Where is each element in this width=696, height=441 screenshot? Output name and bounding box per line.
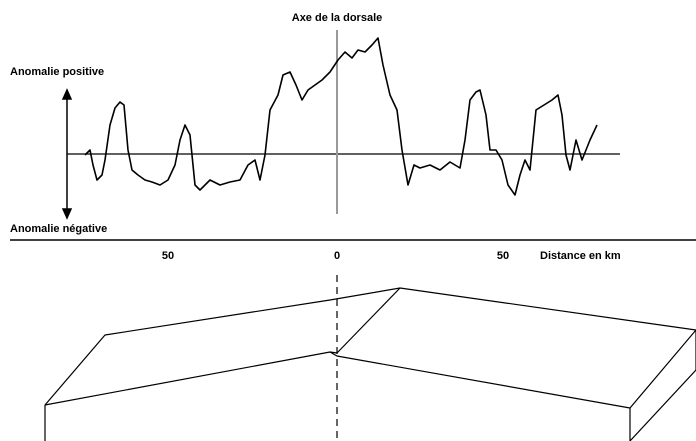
block-diagram [45, 288, 696, 441]
anomaly-profile [85, 38, 597, 195]
axis-label: Distance en km [540, 250, 621, 262]
positive-label: Anomalie positive [10, 66, 104, 78]
tick-label: 0 [334, 250, 340, 262]
tick-label: 50 [162, 250, 174, 262]
figure: Axe de la dorsale Anomalie positive Anom… [0, 0, 696, 441]
tick-label: 50 [497, 250, 509, 262]
negative-label: Anomalie négative [10, 223, 107, 235]
title: Axe de la dorsale [292, 12, 383, 24]
